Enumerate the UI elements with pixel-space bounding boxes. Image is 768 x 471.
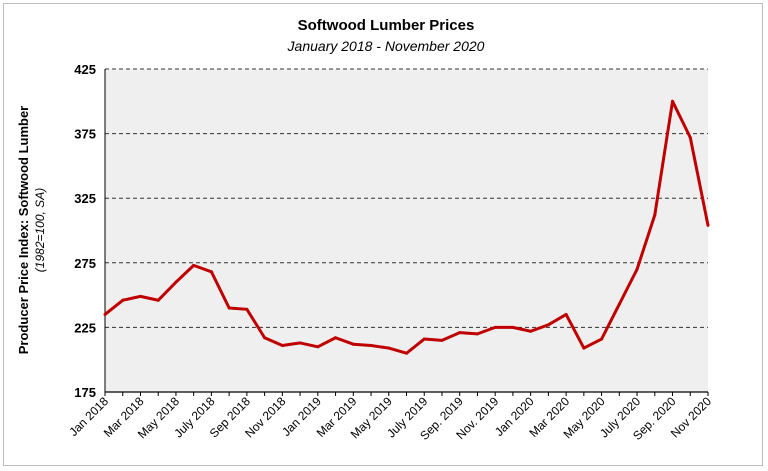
data-point [103, 312, 107, 316]
data-point [671, 99, 675, 103]
data-point [334, 336, 338, 340]
data-point [635, 267, 639, 271]
data-point [298, 341, 302, 345]
plot-area [105, 69, 708, 392]
data-point [156, 298, 160, 302]
y-axis-label-note: (1982=100, SA) [33, 188, 47, 272]
y-tick-label: 175 [74, 385, 96, 400]
data-point [600, 337, 604, 341]
data-point [546, 323, 550, 327]
data-point [617, 302, 621, 306]
data-point [316, 345, 320, 349]
data-point [653, 213, 657, 217]
data-point [387, 346, 391, 350]
data-point [369, 343, 373, 347]
data-point [245, 307, 249, 311]
data-point [138, 294, 142, 298]
data-point [121, 298, 125, 302]
data-point [422, 337, 426, 341]
data-point [706, 223, 710, 227]
y-tick-label: 375 [74, 127, 96, 142]
data-point [529, 329, 533, 333]
data-point [511, 325, 515, 329]
data-point [458, 331, 462, 335]
data-point [564, 312, 568, 316]
data-point [227, 306, 231, 310]
gridlines [105, 68, 708, 328]
data-points [103, 99, 710, 355]
y-axis-ticks: 175 225 275 325 375 425 [74, 62, 96, 400]
y-tick-label: 425 [74, 62, 96, 77]
y-tick-label: 225 [74, 320, 96, 335]
y-axis-label: Producer Price Index: Softwood Lumber [16, 106, 31, 354]
data-point [440, 338, 444, 342]
data-point [582, 346, 586, 350]
y-tick-label: 325 [74, 191, 96, 206]
data-point [263, 336, 267, 340]
data-point [174, 280, 178, 284]
data-point [192, 263, 196, 267]
data-point [493, 325, 497, 329]
data-point [209, 270, 213, 274]
chart-subtitle: January 2018 - November 2020 [287, 38, 485, 54]
data-point [475, 332, 479, 336]
chart-title: Softwood Lumber Prices [298, 17, 475, 34]
data-point [351, 342, 355, 346]
data-point [405, 351, 408, 355]
data-point [280, 343, 284, 347]
y-tick-label: 275 [74, 256, 96, 271]
data-point [688, 135, 692, 139]
